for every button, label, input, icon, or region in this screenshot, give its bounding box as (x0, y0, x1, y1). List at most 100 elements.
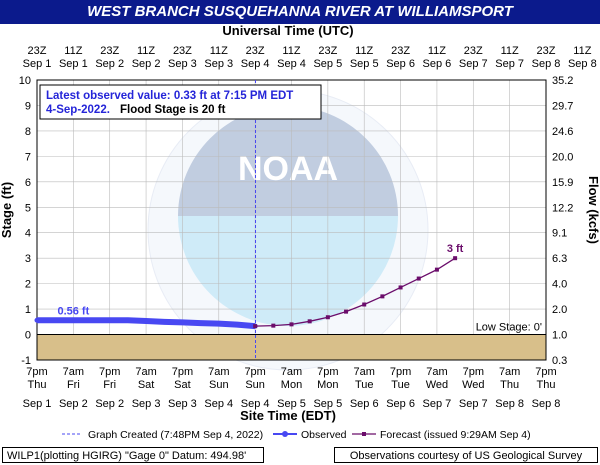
top-tick-date: Sep 7 (459, 58, 488, 70)
noaa-watermark: NOAA (147, 89, 429, 371)
x-tick-date: Sep 5 (313, 398, 342, 410)
top-tick-date: Sep 4 (277, 58, 306, 70)
top-axis-title: Universal Time (UTC) (222, 24, 353, 38)
observed-point (52, 317, 58, 323)
x-tick-date: Sep 3 (132, 398, 161, 410)
observed-point (161, 319, 167, 325)
below-zero-band (37, 334, 546, 360)
info-date: 4-Sep-2022. (46, 104, 110, 116)
y2-tick-label: 35.2 (552, 75, 573, 87)
observed-point (125, 317, 131, 323)
svg-text:NOAA: NOAA (238, 150, 338, 188)
forecast-point (271, 323, 276, 328)
observed-point (234, 322, 240, 328)
forecast-point (434, 267, 439, 272)
forecast-point (453, 256, 458, 261)
x-tick-date: Sep 6 (386, 398, 415, 410)
y2-tick-label: 4.0 (552, 279, 567, 291)
top-tick-label: 11Z (137, 45, 155, 57)
x-tick-label: 7am (135, 366, 156, 378)
x-tick-weekday: Sat (174, 379, 191, 391)
forecast-series-line (255, 257, 456, 327)
x-tick-weekday: Tue (391, 379, 410, 391)
x-tick-weekday: Mon (281, 379, 302, 391)
forecast-point (344, 309, 349, 314)
x-tick-date: Sep 8 (495, 398, 524, 410)
top-tick-date: Sep 2 (95, 58, 124, 70)
x-tick-date: Sep 2 (95, 398, 124, 410)
x-tick-date: Sep 5 (277, 398, 306, 410)
x-tick-label: 7pm (317, 366, 338, 378)
y-tick-label: 10 (19, 75, 31, 87)
observed-point (107, 317, 113, 323)
x-tick-label: 7pm (463, 366, 484, 378)
y-tick-label: 1 (25, 304, 31, 316)
y-tick-label: 5 (25, 202, 31, 214)
bottom-axis-title: Site Time (EDT) (240, 408, 336, 423)
top-tick-label: 23Z (28, 45, 47, 57)
top-tick-date: Sep 2 (132, 58, 161, 70)
forecast-value-label: 3 ft (447, 243, 464, 255)
forecast-point (253, 324, 258, 329)
y-tick-label: 0 (25, 330, 31, 342)
observed-point (70, 317, 76, 323)
x-tick-label: 7pm (390, 366, 411, 378)
observed-point (34, 317, 40, 323)
y-tick-label: 2 (25, 279, 31, 291)
x-tick-date: Sep 2 (59, 398, 88, 410)
top-tick-label: 11Z (428, 45, 446, 57)
x-tick-label: 7pm (535, 366, 556, 378)
info-flood-stage: Flood Stage is 20 ft (120, 104, 226, 116)
observed-point (198, 320, 204, 326)
top-tick-date: Sep 8 (532, 58, 561, 70)
y-right-label: Flow (kcfs) (586, 176, 600, 244)
top-tick-label: 23Z (537, 45, 556, 57)
observed-point (89, 317, 95, 323)
x-tick-label: 7am (208, 366, 229, 378)
x-tick-label: 7am (499, 366, 520, 378)
top-tick-date: Sep 5 (350, 58, 379, 70)
y2-tick-label: 2.0 (552, 304, 567, 316)
hydrograph-chart: NOAA -1 0.3 0 1.0 1 2.0 2 4.0 3 6.3 4 9.1 5 12.2 6 15.9… (0, 24, 600, 441)
y2-tick-label: 29.7 (552, 100, 573, 112)
y-tick-label: 3 (25, 253, 31, 265)
x-tick-weekday: Sun (245, 379, 265, 391)
top-tick-label: 11Z (282, 45, 300, 57)
x-tick-weekday: Fri (103, 379, 116, 391)
y-tick-label: 4 (25, 228, 31, 240)
x-tick-date: Sep 7 (459, 398, 488, 410)
top-tick-date: Sep 6 (386, 58, 415, 70)
observed-point (143, 318, 149, 324)
legend: Graph Created (7:48PM Sep 4, 2022) Obser… (62, 429, 531, 441)
x-tick-date: Sep 4 (241, 398, 270, 410)
x-tick-weekday: Sat (138, 379, 155, 391)
y2-tick-label: 24.6 (552, 126, 573, 138)
forecast-point (362, 302, 367, 307)
x-tick-label: 7am (63, 366, 84, 378)
x-tick-label: 7pm (244, 366, 265, 378)
top-tick-label: 23Z (100, 45, 119, 57)
footer-credit: Observations courtesy of US Geological S… (334, 447, 598, 463)
x-tick-weekday: Wed (462, 379, 484, 391)
x-tick-weekday: Thu (537, 379, 556, 391)
top-tick-date: Sep 3 (168, 58, 197, 70)
top-tick-date: Sep 7 (495, 58, 524, 70)
y2-tick-label: 6.3 (552, 253, 567, 265)
forecast-point (380, 294, 385, 299)
top-tick-date: Sep 1 (23, 58, 52, 70)
legend-graph-created: Graph Created (7:48PM Sep 4, 2022) (88, 429, 263, 441)
legend-observed: Observed (301, 429, 347, 441)
x-tick-date: Sep 8 (532, 398, 561, 410)
top-tick-label: 11Z (573, 45, 591, 57)
top-tick-date: Sep 1 (59, 58, 88, 70)
y2-tick-label: 0.3 (552, 355, 567, 367)
forecast-point (289, 322, 294, 327)
x-tick-weekday: Mon (317, 379, 338, 391)
footer-datum: WILP1(plotting HGIRG) "Gage 0" Datum: 49… (2, 447, 264, 463)
top-tick-label: 23Z (173, 45, 192, 57)
top-tick-label: 23Z (246, 45, 265, 57)
x-tick-weekday: Sun (209, 379, 229, 391)
forecast-point (398, 285, 403, 290)
x-tick-label: 7am (281, 366, 302, 378)
top-tick-date: Sep 4 (241, 58, 270, 70)
